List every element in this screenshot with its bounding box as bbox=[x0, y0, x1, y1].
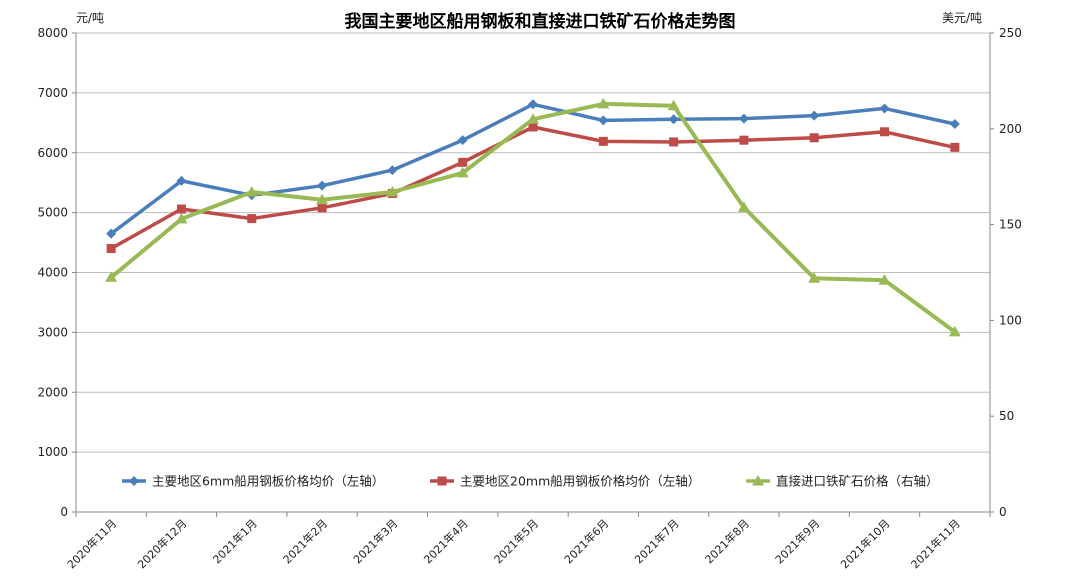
diamond-marker bbox=[668, 114, 679, 125]
right-tick-label: 100 bbox=[999, 313, 1022, 327]
triangle-marker bbox=[456, 166, 469, 178]
legend-label: 直接进口铁矿石价格（右轴） bbox=[776, 474, 939, 489]
legend-label: 主要地区6mm船用钢板价格均价（左轴） bbox=[152, 474, 384, 489]
square-marker bbox=[739, 135, 749, 145]
triangle-marker bbox=[316, 193, 329, 205]
left-tick-label: 3000 bbox=[37, 325, 68, 339]
right-tick-label: 250 bbox=[999, 26, 1022, 40]
diamond-marker bbox=[317, 180, 328, 191]
right-axis-unit: 美元/吨 bbox=[942, 11, 982, 25]
diamond-marker bbox=[176, 175, 187, 186]
diamond-marker bbox=[598, 115, 609, 126]
right-tick-label: 200 bbox=[999, 122, 1022, 136]
series-group bbox=[105, 97, 961, 337]
triangle-marker bbox=[105, 271, 118, 282]
left-tick-label: 2000 bbox=[37, 385, 68, 399]
triangle-marker bbox=[752, 475, 764, 486]
triangle-marker bbox=[808, 272, 821, 283]
left-tick-label: 4000 bbox=[37, 266, 68, 280]
triangle-marker bbox=[175, 212, 188, 224]
square-marker bbox=[950, 142, 960, 152]
square-marker bbox=[247, 214, 257, 224]
square-marker bbox=[598, 136, 608, 146]
left-tick-label: 8000 bbox=[37, 26, 68, 40]
diamond-marker bbox=[528, 99, 538, 110]
diamond-marker bbox=[738, 113, 749, 124]
left-tick-label: 7000 bbox=[37, 86, 68, 100]
legend-label: 主要地区20mm船用钢板价格均价（左轴） bbox=[460, 474, 700, 489]
legend-item-1: 主要地区6mm船用钢板价格均价（左轴） bbox=[122, 474, 384, 489]
left-tick-label: 6000 bbox=[37, 146, 68, 160]
left-axis-ticks: 0 1000 2000 3000 4000 5000 6000 7000 8000 bbox=[37, 26, 76, 519]
right-tick-label: 150 bbox=[999, 218, 1022, 232]
right-tick-label: 0 bbox=[999, 505, 1007, 519]
square-marker bbox=[317, 203, 327, 213]
triangle-marker bbox=[667, 99, 680, 111]
legend-item-2: 主要地区20mm船用钢板价格均价（左轴） bbox=[430, 474, 700, 489]
diamond-marker bbox=[879, 103, 890, 114]
diamond-marker bbox=[949, 119, 960, 130]
square-marker bbox=[880, 127, 890, 137]
triangle-marker bbox=[597, 97, 610, 109]
square-marker bbox=[176, 204, 186, 214]
square-marker bbox=[669, 137, 679, 147]
triangle-marker bbox=[948, 325, 961, 337]
triangle-marker bbox=[737, 201, 750, 212]
gridlines bbox=[76, 32, 990, 453]
left-tick-label: 5000 bbox=[37, 206, 68, 220]
right-axis-ticks: 0 50 100 150 200 250 bbox=[990, 26, 1022, 519]
legend-item-3: 直接进口铁矿石价格（右轴） bbox=[746, 474, 939, 489]
diamond-marker bbox=[106, 228, 117, 239]
legend: 主要地区6mm船用钢板价格均价（左轴） 主要地区20mm船用钢板价格均价（左轴） 直… bbox=[122, 474, 939, 489]
diamond-marker bbox=[129, 476, 139, 486]
square-marker bbox=[106, 244, 116, 254]
right-tick-label: 50 bbox=[999, 409, 1014, 423]
triangle-marker bbox=[527, 113, 539, 124]
square-marker bbox=[528, 122, 538, 132]
square-marker bbox=[458, 157, 468, 167]
left-tick-label: 0 bbox=[60, 505, 68, 519]
triangle-marker bbox=[878, 274, 891, 285]
triangle-marker bbox=[245, 186, 258, 197]
diamond-marker bbox=[387, 165, 398, 176]
square-marker bbox=[809, 133, 819, 143]
diamond-marker bbox=[457, 135, 468, 146]
square-marker bbox=[437, 476, 447, 486]
chart-title: 我国主要地区船用钢板和直接进口铁矿石价格走势图 bbox=[345, 11, 736, 32]
left-axis-unit: 元/吨 bbox=[76, 11, 104, 25]
diamond-marker bbox=[809, 110, 820, 121]
series-3 bbox=[105, 97, 961, 337]
triangle-marker bbox=[386, 186, 399, 197]
left-tick-label: 1000 bbox=[37, 445, 68, 459]
